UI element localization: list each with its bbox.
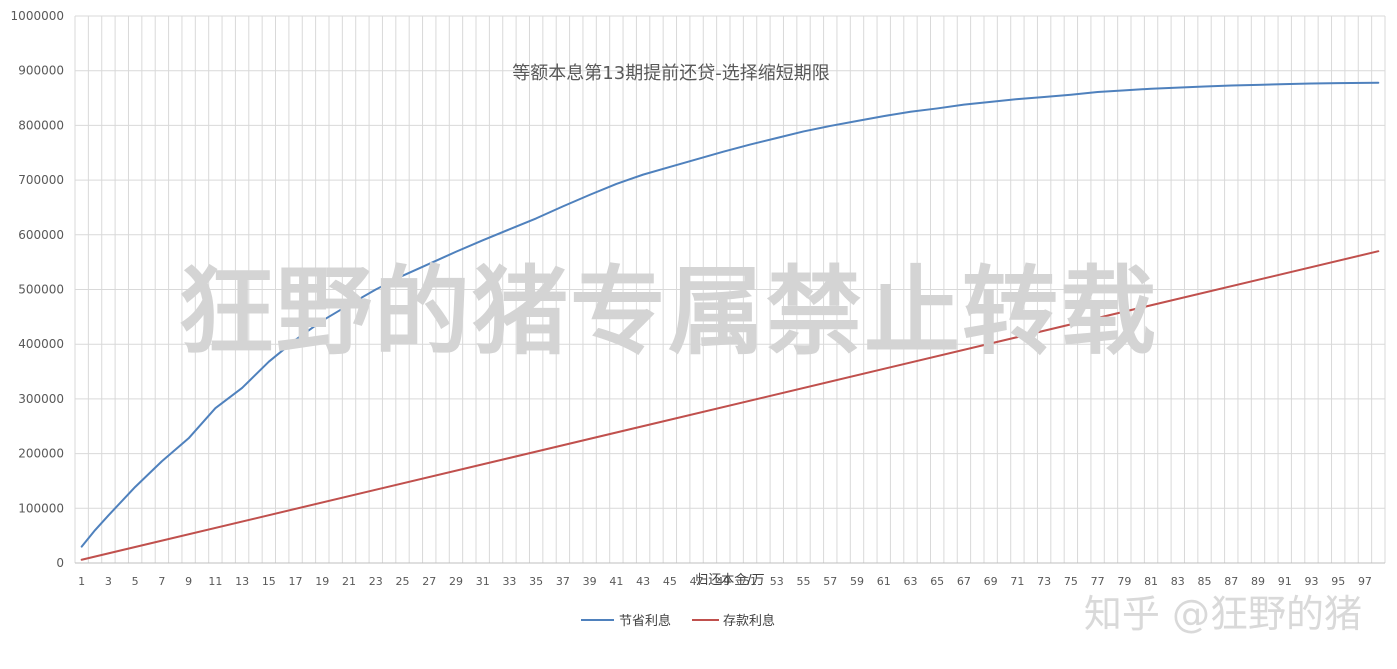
x-tick-label: 37: [556, 575, 570, 588]
x-tick-label: 1: [78, 575, 85, 588]
y-tick-label: 0: [56, 556, 64, 570]
x-tick-label: 3: [105, 575, 112, 588]
x-tick-label: 23: [369, 575, 383, 588]
y-tick-label: 400000: [18, 337, 64, 351]
x-tick-label: 81: [1144, 575, 1158, 588]
x-tick-label: 15: [262, 575, 276, 588]
legend-label-deposit-interest: 存款利息: [723, 613, 775, 629]
x-tick-label: 71: [1010, 575, 1024, 588]
watermark-text: 狂野的猪专属禁止转载: [178, 256, 1158, 368]
legend-item-deposit-interest: 存款利息: [692, 613, 775, 629]
legend: 节省利息 存款利息: [581, 613, 775, 629]
x-tick-label: 45: [663, 575, 677, 588]
x-tick-label: 41: [609, 575, 623, 588]
x-tick-label: 87: [1224, 575, 1238, 588]
brand-watermark: 知乎 @狂野的猪: [1084, 592, 1362, 636]
y-tick-label: 600000: [18, 228, 64, 242]
x-tick-label: 43: [636, 575, 650, 588]
x-tick-label: 25: [396, 575, 410, 588]
y-tick-label: 700000: [18, 173, 64, 187]
x-tick-label: 93: [1304, 575, 1318, 588]
x-tick-label: 63: [903, 575, 917, 588]
y-tick-label: 200000: [18, 447, 64, 461]
chart-title: 等额本息第13期提前还贷-选择缩短期限: [512, 63, 829, 84]
y-tick-label: 800000: [18, 118, 64, 132]
x-tick-label: 11: [208, 575, 222, 588]
x-tick-label: 91: [1278, 575, 1292, 588]
x-tick-label: 95: [1331, 575, 1345, 588]
x-tick-label: 51: [743, 575, 757, 588]
x-tick-label: 69: [984, 575, 998, 588]
x-tick-label: 53: [770, 575, 784, 588]
x-tick-label: 97: [1358, 575, 1372, 588]
y-tick-label: 900000: [18, 64, 64, 78]
y-tick-label: 100000: [18, 501, 64, 515]
x-tick-label: 65: [930, 575, 944, 588]
y-tick-label: 300000: [18, 392, 64, 406]
y-tick-label: 500000: [18, 283, 64, 297]
x-tick-label: 5: [132, 575, 139, 588]
x-tick-label: 19: [315, 575, 329, 588]
x-tick-label: 29: [449, 575, 463, 588]
x-tick-label: 85: [1198, 575, 1212, 588]
series-line-saved-interest: [80, 81, 1380, 548]
x-tick-label: 33: [502, 575, 516, 588]
x-tick-label: 67: [957, 575, 971, 588]
x-tick-label: 57: [823, 575, 837, 588]
x-tick-label: 79: [1117, 575, 1131, 588]
x-tick-label: 83: [1171, 575, 1185, 588]
x-tick-label: 39: [583, 575, 597, 588]
x-axis-ticks: 1 3 5 7 9 11 13 15 17 19 21 23 25 27 29 31 33 35 37 39 41 43 4…: [78, 575, 1372, 588]
x-tick-label: 7: [158, 575, 165, 588]
series-line-deposit-interest: [80, 250, 1380, 561]
x-tick-label: 9: [185, 575, 192, 588]
x-tick-label: 59: [850, 575, 864, 588]
series-layer: [80, 81, 1380, 561]
x-tick-label: 77: [1091, 575, 1105, 588]
x-tick-label: 47: [690, 575, 704, 588]
x-tick-label: 75: [1064, 575, 1078, 588]
x-tick-label: 35: [529, 575, 543, 588]
y-axis-ticks: 0 100000 200000 300000 400000 500000 600000 700…: [11, 9, 64, 570]
x-tick-label: 17: [289, 575, 303, 588]
legend-item-saved-interest: 节省利息: [581, 613, 671, 629]
x-tick-label: 31: [476, 575, 490, 588]
legend-label-saved-interest: 节省利息: [619, 613, 671, 629]
x-tick-label: 49: [716, 575, 730, 588]
x-tick-label: 55: [797, 575, 811, 588]
x-axis-label: 归还本金/万: [695, 572, 764, 588]
x-tick-label: 27: [422, 575, 436, 588]
x-tick-label: 21: [342, 575, 356, 588]
x-tick-label: 73: [1037, 575, 1051, 588]
x-tick-label: 61: [877, 575, 891, 588]
x-tick-label: 13: [235, 575, 249, 588]
x-tick-label: 89: [1251, 575, 1265, 588]
y-tick-label: 1000000: [11, 9, 64, 23]
